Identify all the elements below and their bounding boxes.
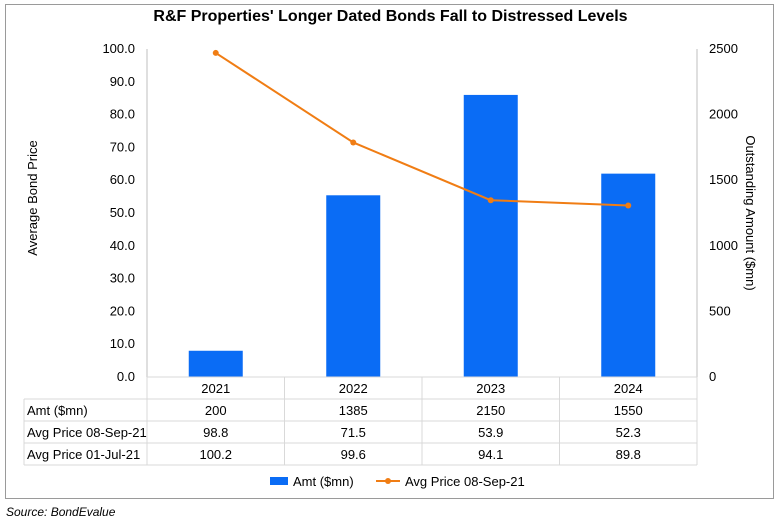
line-point-2023 <box>487 197 494 204</box>
y2-tick-label: 2500 <box>709 41 738 56</box>
line-series <box>212 49 632 209</box>
y-tick-label: 60.0 <box>110 172 135 187</box>
legend: Amt ($mn) Avg Price 08-Sep-21 <box>270 474 525 489</box>
y-tick-label: 70.0 <box>110 139 135 154</box>
bar-2023 <box>463 94 518 378</box>
table-cell: 98.8 <box>203 425 228 440</box>
y-tick-label: 30.0 <box>110 271 135 286</box>
x-tick-label: 2021 <box>201 381 230 396</box>
y2-tick-label: 2000 <box>709 107 738 122</box>
legend-line-label: Avg Price 08-Sep-21 <box>405 474 525 489</box>
y-tick-label: 40.0 <box>110 238 135 253</box>
line-point-2022 <box>350 139 357 146</box>
table-cell: 100.2 <box>199 447 232 462</box>
table-row-label: Amt ($mn) <box>27 403 88 418</box>
y2-tick-label: 500 <box>709 303 731 318</box>
bar-2021 <box>188 350 243 377</box>
line-point-2024 <box>625 202 632 209</box>
table-row-label: Avg Price 01-Jul-21 <box>27 447 140 462</box>
price-line <box>215 52 629 207</box>
y-tick-label: 0.0 <box>117 369 135 384</box>
table-cell: 52.3 <box>616 425 641 440</box>
y2-axis-label: Outstanding Amount ($mn) <box>743 135 758 290</box>
y-tick-label: 90.0 <box>110 74 135 89</box>
x-tick-label: 2023 <box>476 381 505 396</box>
y-tick-label: 100.0 <box>102 41 135 56</box>
bar-2022 <box>326 195 381 377</box>
table-cell: 89.8 <box>616 447 641 462</box>
tick-labels: 0.0 10.0 20.0 30.0 40.0 50.0 60.0 70.0 80.0 90.0 1… <box>102 41 737 384</box>
table-cell: 200 <box>205 403 227 418</box>
axis-lines <box>146 49 698 377</box>
table-row-label: Avg Price 08-Sep-21 <box>27 425 147 440</box>
table-cell: 94.1 <box>478 447 503 462</box>
table-cell: 1550 <box>614 403 643 418</box>
source-note: Source: BondEvalue <box>6 505 116 519</box>
y-tick-label: 10.0 <box>110 336 135 351</box>
y-tick-label: 80.0 <box>110 107 135 122</box>
x-tick-label: 2024 <box>614 381 643 396</box>
x-tick-label: 2022 <box>339 381 368 396</box>
y2-tick-label: 0 <box>709 369 716 384</box>
table-cell: 2150 <box>476 403 505 418</box>
bar-series <box>188 94 656 378</box>
y2-tick-label: 1000 <box>709 238 738 253</box>
y-axis-label: Average Bond Price <box>25 140 40 255</box>
chart-frame <box>5 4 774 499</box>
y2-tick-label: 1500 <box>709 172 738 187</box>
data-table: 2021 2022 2023 2024 Amt ($mn) 200 1385 2150 1550… <box>23 376 698 466</box>
legend-bar-swatch <box>270 477 288 485</box>
legend-line-marker <box>385 478 391 484</box>
table-cell: 1385 <box>339 403 368 418</box>
table-cell: 53.9 <box>478 425 503 440</box>
table-cell: 99.6 <box>341 447 366 462</box>
table-cell: 71.5 <box>341 425 366 440</box>
legend-bar-label: Amt ($mn) <box>293 474 354 489</box>
chart-title: R&F Properties' Longer Dated Bonds Fall … <box>153 8 628 25</box>
y-tick-label: 20.0 <box>110 303 135 318</box>
y-tick-label: 50.0 <box>110 205 135 220</box>
line-point-2021 <box>212 49 219 56</box>
